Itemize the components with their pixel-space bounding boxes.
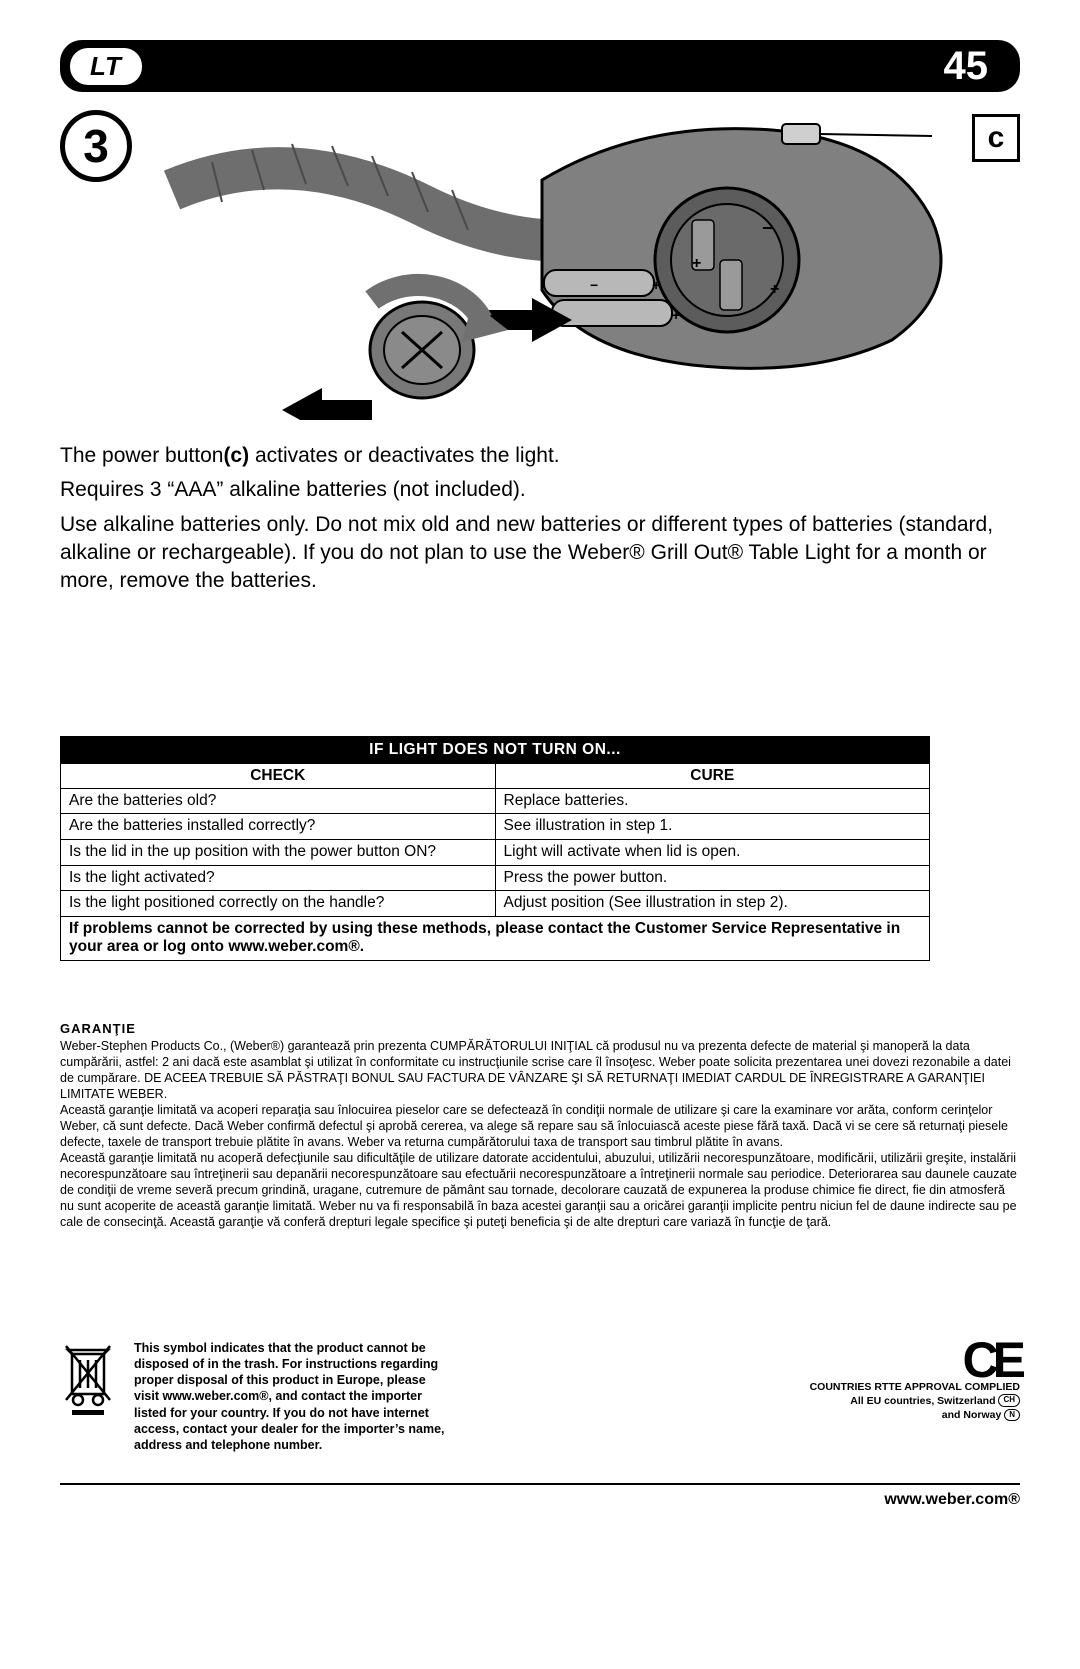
ce-line1: COUNTRIES RTTE APPROVAL COMPLIED bbox=[810, 1380, 1020, 1394]
troubleshoot-title: IF LIGHT DOES NOT TURN ON... bbox=[61, 736, 930, 763]
svg-text:−: − bbox=[590, 277, 598, 293]
svg-text:−: − bbox=[762, 218, 773, 238]
svg-text:+: + bbox=[692, 255, 701, 272]
language-pill: LT bbox=[70, 48, 142, 85]
col-cure: CURE bbox=[495, 763, 930, 788]
table-row: Are the batteries old? Replace batteries… bbox=[61, 788, 930, 814]
warranty-p1: Weber-Stephen Products Co., (Weber®) gar… bbox=[60, 1038, 1020, 1102]
troubleshoot-table: IF LIGHT DOES NOT TURN ON... CHECK CURE … bbox=[60, 736, 930, 961]
instruction-line-2: Requires 3 “AAA” alkaline batteries (not… bbox=[60, 476, 1020, 504]
page-number: 45 bbox=[944, 44, 989, 89]
footer-row: This symbol indicates that the product c… bbox=[60, 1340, 1020, 1454]
table-row: Is the lid in the up position with the p… bbox=[61, 839, 930, 865]
ce-mark-icon: CE bbox=[810, 1340, 1020, 1380]
instruction-line-1: The power button(c) activates or deactiv… bbox=[60, 442, 1020, 470]
instruction-text: The power button(c) activates or deactiv… bbox=[60, 442, 1020, 596]
manual-header-bar: LT 45 bbox=[60, 40, 1020, 92]
svg-text:+: + bbox=[652, 277, 660, 293]
illustration-svg: − + + + − + bbox=[144, 110, 1020, 420]
warranty-p3: Această garanţie limitată nu acoperă def… bbox=[60, 1150, 1020, 1230]
ce-line3: and Norway N bbox=[810, 1408, 1020, 1422]
callout-c-box: c bbox=[972, 114, 1020, 162]
troubleshoot-footer: If problems cannot be corrected by using… bbox=[61, 916, 930, 960]
battery-illustration: − + + + − + c bbox=[144, 110, 1020, 420]
instruction-line-3: Use alkaline batteries only. Do not mix … bbox=[60, 511, 1020, 596]
table-row: Are the batteries installed correctly? S… bbox=[61, 814, 930, 840]
col-check: CHECK bbox=[61, 763, 496, 788]
table-row: Is the light activated? Press the power … bbox=[61, 865, 930, 891]
warranty-p2: Această garanţie limitată va acoperi rep… bbox=[60, 1102, 1020, 1150]
warranty-block: GARANŢIE Weber-Stephen Products Co., (We… bbox=[60, 1021, 1020, 1230]
svg-text:+: + bbox=[770, 281, 779, 298]
ce-block: CE COUNTRIES RTTE APPROVAL COMPLIED All … bbox=[810, 1340, 1020, 1423]
ce-line2: All EU countries, Switzerland CH bbox=[810, 1394, 1020, 1408]
warranty-title: GARANŢIE bbox=[60, 1021, 1020, 1038]
weee-bin-icon bbox=[60, 1340, 116, 1421]
svg-text:+: + bbox=[672, 307, 680, 323]
step-number-circle: 3 bbox=[60, 110, 132, 182]
table-row: Is the light positioned correctly on the… bbox=[61, 891, 930, 917]
disposal-text: This symbol indicates that the product c… bbox=[134, 1340, 454, 1454]
figure-row: 3 bbox=[60, 110, 1020, 420]
footer-url: www.weber.com® bbox=[60, 1483, 1020, 1509]
